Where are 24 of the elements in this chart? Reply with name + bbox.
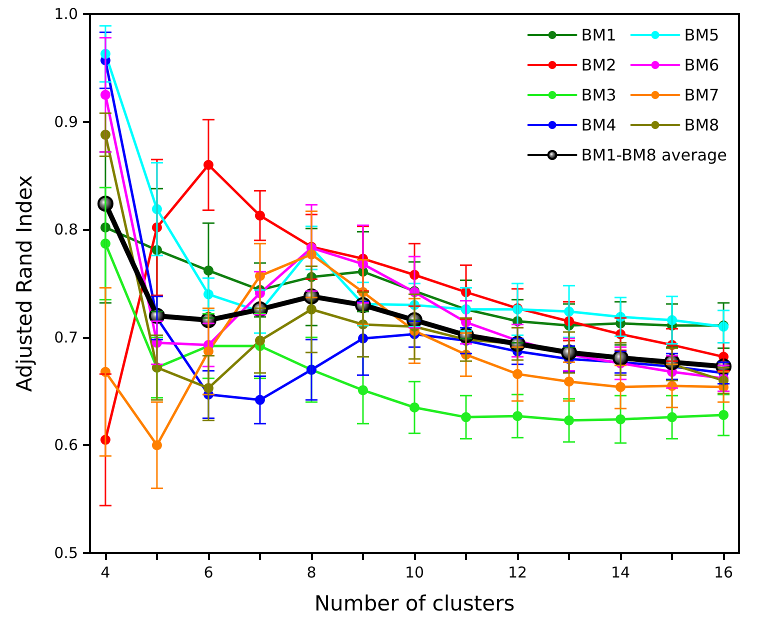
legend-label: BM6 [684, 56, 720, 74]
x-tick-label: 14 [610, 564, 630, 582]
legend-label: BM7 [684, 86, 720, 104]
legend-label: BM4 [581, 116, 616, 134]
legend-label: BM1-BM8 average [581, 146, 728, 164]
y-tick-label: 0.8 [54, 220, 78, 239]
x-tick-label: 16 [714, 564, 734, 582]
y-tick-label: 0.7 [54, 328, 78, 346]
x-axis-title: Number of clusters [314, 592, 515, 616]
legend-label: BM1 [581, 26, 616, 44]
x-tick-label: 6 [204, 564, 214, 582]
y-tick-label: 0.9 [54, 112, 78, 131]
legend-label: BM2 [581, 56, 616, 74]
x-tick-label: 8 [306, 564, 316, 582]
x-tick-label: 10 [404, 564, 424, 582]
y-tick-label: 1.0 [54, 5, 78, 23]
y-tick-label: 0.5 [54, 544, 78, 562]
legend-label: BM5 [684, 26, 720, 44]
y-tick-label: 0.6 [54, 436, 78, 454]
legend-label: BM3 [581, 86, 616, 104]
x-tick-label: 4 [100, 564, 110, 582]
x-tick-label: 12 [508, 564, 528, 582]
legend-label: BM8 [684, 116, 720, 134]
y-axis-title: Adjusted Rand Index [12, 175, 36, 392]
